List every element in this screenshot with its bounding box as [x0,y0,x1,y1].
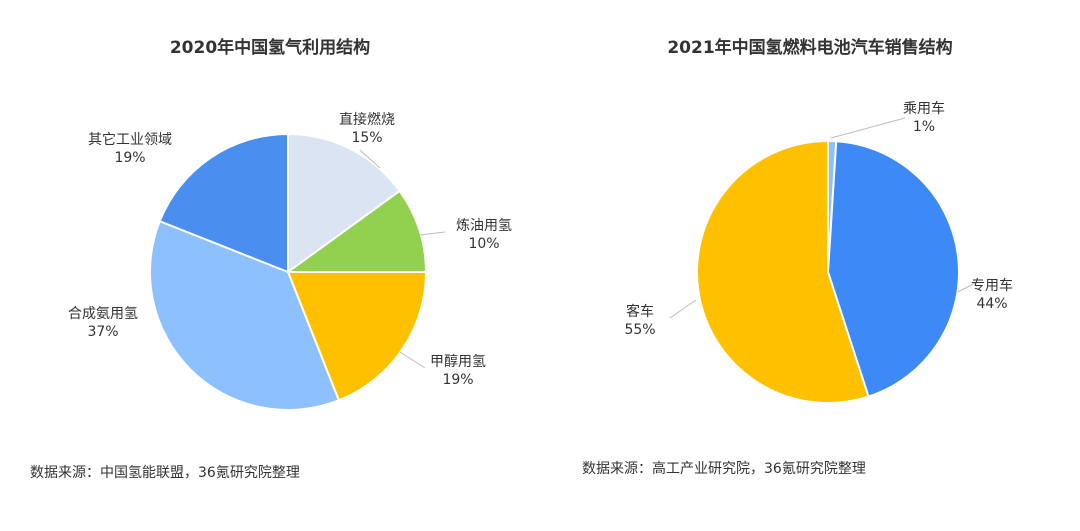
pie-slice-3 [696,139,870,404]
slice-label-name: 其它工业领域 [88,131,172,148]
slice-label-percent: 37% [87,324,118,340]
leader-line [830,117,906,139]
pie-chart-fuel-cell-vehicle-sales: 乘用车 1% 专用车 44% 客车 55% [624,100,1013,404]
slice-label-percent: 19% [442,372,473,388]
slice-label-name: 甲醇用氢 [430,353,486,370]
chart-panel-fuel-cell-vehicle-sales: 2021年中国氢燃料电池汽车销售结构 乘用车 1% 专用车 44% 客车 55% 数据来源… [540,0,1080,531]
slice-label-percent: 19% [114,150,145,166]
pie-slice-2 [826,140,960,398]
pie-slice-1 [287,132,402,274]
data-source-note: 数据来源：中国氢能联盟，36氪研究院整理 [30,465,300,481]
data-source-note: 数据来源：高工产业研究院，36氪研究院整理 [582,461,866,477]
slice-label-name: 专用车 [971,277,1013,294]
slice-label-name: 合成氨用氢 [68,306,138,322]
chart-title: 2020年中国氢气利用结构 [169,38,371,58]
leader-line [419,231,446,236]
chart-panel-hydrogen-use: 2020年中国氢气利用结构 直接燃烧 15% 炼油用氢 10% 甲醇用氢 19% 合成氨用氢… [30,38,512,481]
pie-chart-hydrogen-use: 直接燃烧 15% 炼油用氢 10% 甲醇用氢 19% 合成氨用氢 37% 其它工业领域 19% [68,111,512,411]
slice-label-name: 直接燃烧 [339,111,395,128]
chart-title: 2021年中国氢燃料电池汽车销售结构 [667,38,953,58]
slice-label-name: 客车 [626,303,654,320]
pie-slice-2 [284,189,428,273]
pie-slice-5 [158,132,289,274]
slice-label-percent: 1% [913,119,935,135]
leader-line [359,149,381,169]
pie-slice-3 [286,271,428,402]
slice-label-percent: 15% [351,130,382,146]
slice-label-name: 乘用车 [903,100,945,117]
slice-label-percent: 10% [468,236,499,252]
leader-line [669,299,697,319]
slice-label-percent: 44% [976,296,1007,312]
leader-line [399,351,426,369]
slice-label-name: 炼油用氢 [456,218,512,234]
pie-slice-4 [149,219,341,411]
leader-line [957,281,978,293]
slice-label-percent: 55% [624,322,655,338]
